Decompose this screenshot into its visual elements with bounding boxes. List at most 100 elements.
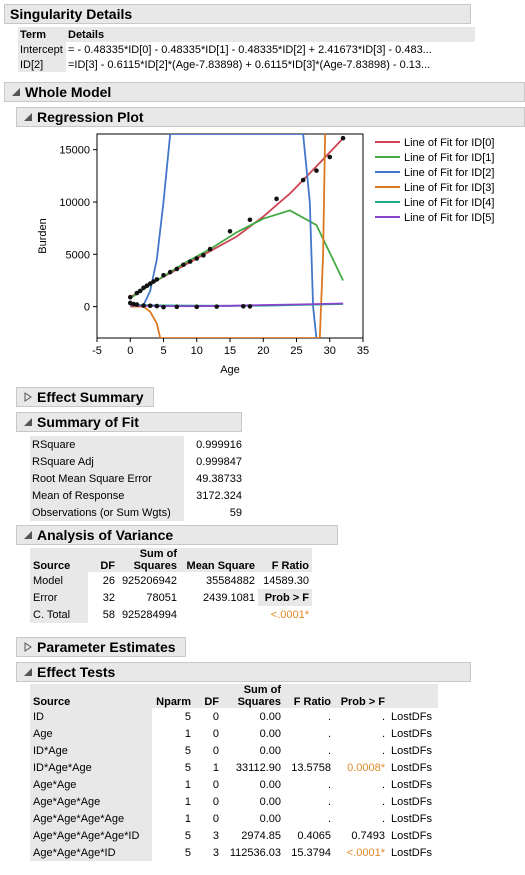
- analysis-of-variance-header[interactable]: Analysis of Variance: [16, 525, 338, 545]
- effect-test-cell: 1: [184, 795, 191, 808]
- summary-of-fit-header[interactable]: Summary of Fit: [16, 412, 242, 432]
- disclosure-closed-icon[interactable]: [22, 638, 34, 656]
- effect-test-cell: .: [381, 778, 385, 791]
- section-title: Effect Tests: [37, 664, 116, 680]
- term-cell: Intercept: [18, 42, 66, 57]
- effect-test-cell: 0.00: [259, 710, 281, 723]
- effect-test-cell: 3: [212, 829, 219, 842]
- effect-test-cell: 5: [184, 829, 191, 842]
- column-header: Prob > F: [334, 684, 388, 708]
- table-row: Age*Age*Age*Age*ID 5 3 2974.85 0.4065 0.7493 L…: [30, 827, 438, 844]
- fit-label-cell: Observations (or Sum Wgts): [30, 504, 184, 521]
- anova-cell: [180, 606, 258, 623]
- legend-label: Line of Fit for ID[1]: [404, 152, 494, 164]
- column-header: F Ratio: [258, 548, 312, 572]
- column-header: Sum of Squares: [222, 684, 284, 708]
- effect-test-cell: LostDFs: [391, 778, 432, 791]
- data-point: [327, 154, 333, 160]
- singularity-details-header[interactable]: Singularity Details: [4, 4, 471, 24]
- x-tick-label: 10: [191, 345, 203, 357]
- disclosure-open-icon[interactable]: [22, 663, 34, 681]
- effect-tests-header[interactable]: Effect Tests: [16, 662, 471, 682]
- effect-test-cell: 1: [212, 761, 219, 774]
- effect-test-cell: 0.00: [259, 795, 281, 808]
- data-point: [154, 277, 160, 282]
- effect-test-cell: LostDFs: [391, 727, 432, 740]
- table-row: Root Mean Square Error 49.38733: [30, 470, 244, 487]
- effect-test-cell: Age*Age*Age*Age*ID: [30, 827, 152, 844]
- effect-test-cell: LostDFs: [391, 812, 432, 825]
- effect-test-cell: 0: [212, 812, 219, 825]
- header-line: Sum of: [243, 684, 281, 696]
- effect-test-cell: 0.00: [259, 744, 281, 757]
- fit-label-cell: Mean of Response: [30, 487, 184, 504]
- effect-test-cell: .: [327, 744, 331, 757]
- disclosure-open-icon[interactable]: [22, 526, 34, 544]
- fit-label-cell: Root Mean Square Error: [30, 470, 184, 487]
- disclosure-open-icon[interactable]: [22, 108, 34, 126]
- effect-test-cell: LostDFs: [391, 744, 432, 757]
- effect-test-cell: .: [381, 744, 385, 757]
- anova-cell: 58: [102, 608, 115, 621]
- data-point: [174, 304, 180, 310]
- table-row: Mean of Response 3172.324: [30, 487, 244, 504]
- data-point: [141, 303, 146, 308]
- effect-test-cell: 3: [212, 846, 219, 859]
- effect-test-cell: 0: [212, 710, 219, 723]
- effect-test-cell: LostDFs: [391, 795, 432, 808]
- effect-test-cell: .: [327, 710, 331, 723]
- effect-test-cell: ID*Age: [30, 742, 152, 759]
- details-cell: = - 0.48335*ID[0] - 0.48335*ID[1] - 0.48…: [68, 43, 432, 56]
- anova-cell: 14589.30: [263, 574, 309, 587]
- disclosure-open-icon[interactable]: [10, 83, 22, 101]
- legend-label: Line of Fit for ID[5]: [404, 212, 494, 224]
- data-point: [154, 303, 160, 309]
- y-tick-label: 10000: [59, 197, 90, 209]
- table-row: Observations (or Sum Wgts) 59: [30, 504, 244, 521]
- effect-test-cell: 33112.90: [235, 761, 281, 774]
- effect-test-cell: 0: [212, 727, 219, 740]
- effect-test-cell: LostDFs: [391, 710, 432, 723]
- column-header: DF: [194, 684, 222, 708]
- x-tick-label: 25: [290, 345, 302, 357]
- effect-test-cell: 0.00: [259, 778, 281, 791]
- x-tick-label: 5: [160, 345, 166, 357]
- anova-cell: 925206942: [121, 574, 177, 587]
- effect-test-cell: <.0001*: [346, 846, 385, 859]
- effect-test-cell: Age: [30, 725, 152, 742]
- column-header: Nparm: [152, 684, 194, 708]
- effect-test-cell: ID*Age*Age: [30, 759, 152, 776]
- data-point: [174, 266, 180, 272]
- table-row: Age 1 0 0.00.. LostDFs: [30, 725, 438, 742]
- fit-value-cell: 49.38733: [196, 472, 242, 485]
- section-title: Whole Model: [25, 84, 112, 100]
- effect-test-cell: 0: [212, 778, 219, 791]
- data-point: [340, 135, 346, 141]
- effect-summary-header[interactable]: Effect Summary: [16, 387, 154, 407]
- column-header: DF: [88, 548, 118, 572]
- table-row: Age*Age*Age 1 0 0.00.. LostDFs: [30, 793, 438, 810]
- parameter-estimates-header[interactable]: Parameter Estimates: [16, 637, 186, 657]
- regression-plot-header[interactable]: Regression Plot: [16, 107, 525, 127]
- series-line: [130, 134, 318, 338]
- whole-model-header[interactable]: Whole Model: [4, 82, 525, 102]
- x-tick-label: 0: [127, 345, 133, 357]
- effect-test-cell: .: [381, 795, 385, 808]
- data-point: [134, 302, 140, 307]
- data-point: [161, 304, 166, 310]
- section-title: Analysis of Variance: [37, 527, 174, 543]
- table-row: Age*Age*Age*Age 1 0 0.00.. LostDFs: [30, 810, 438, 827]
- disclosure-open-icon[interactable]: [22, 413, 34, 431]
- y-tick-label: 0: [84, 302, 90, 314]
- effect-test-cell: 5: [184, 761, 191, 774]
- disclosure-closed-icon[interactable]: [22, 388, 34, 406]
- anova-cell: 78051: [146, 591, 177, 604]
- fit-value-cell: 3172.324: [196, 489, 242, 502]
- effect-test-cell: 15.3794: [291, 846, 331, 859]
- regression-plot: -5 0 5 10 15 20 25 30 35 0 5000 10000 15000 Burden A…: [37, 133, 494, 376]
- table-row: Error 32 78051 2439.1081 Prob > F: [30, 589, 312, 606]
- data-point: [274, 196, 279, 202]
- data-point: [314, 168, 319, 173]
- header-line: Sum of: [139, 548, 177, 560]
- singularity-details-table: Term Details Intercept = - 0.48335*ID[0]…: [18, 27, 475, 72]
